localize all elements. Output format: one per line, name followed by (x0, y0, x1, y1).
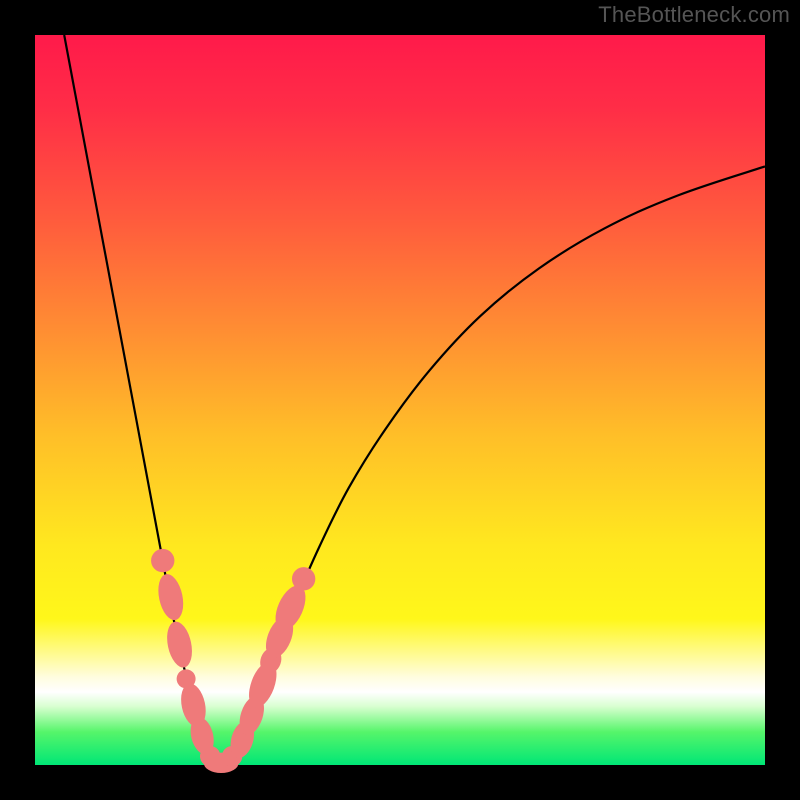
curve-left-branch (64, 35, 221, 764)
marker (151, 549, 174, 572)
curve-layer (35, 35, 765, 765)
curve-right-branch (221, 166, 765, 763)
chart-root: TheBottleneck.com (0, 0, 800, 800)
marker (292, 567, 315, 590)
marker (163, 619, 196, 670)
marker (154, 572, 187, 623)
marker-group (151, 549, 315, 773)
plot-area (35, 35, 765, 765)
watermark-text: TheBottleneck.com (598, 2, 790, 28)
